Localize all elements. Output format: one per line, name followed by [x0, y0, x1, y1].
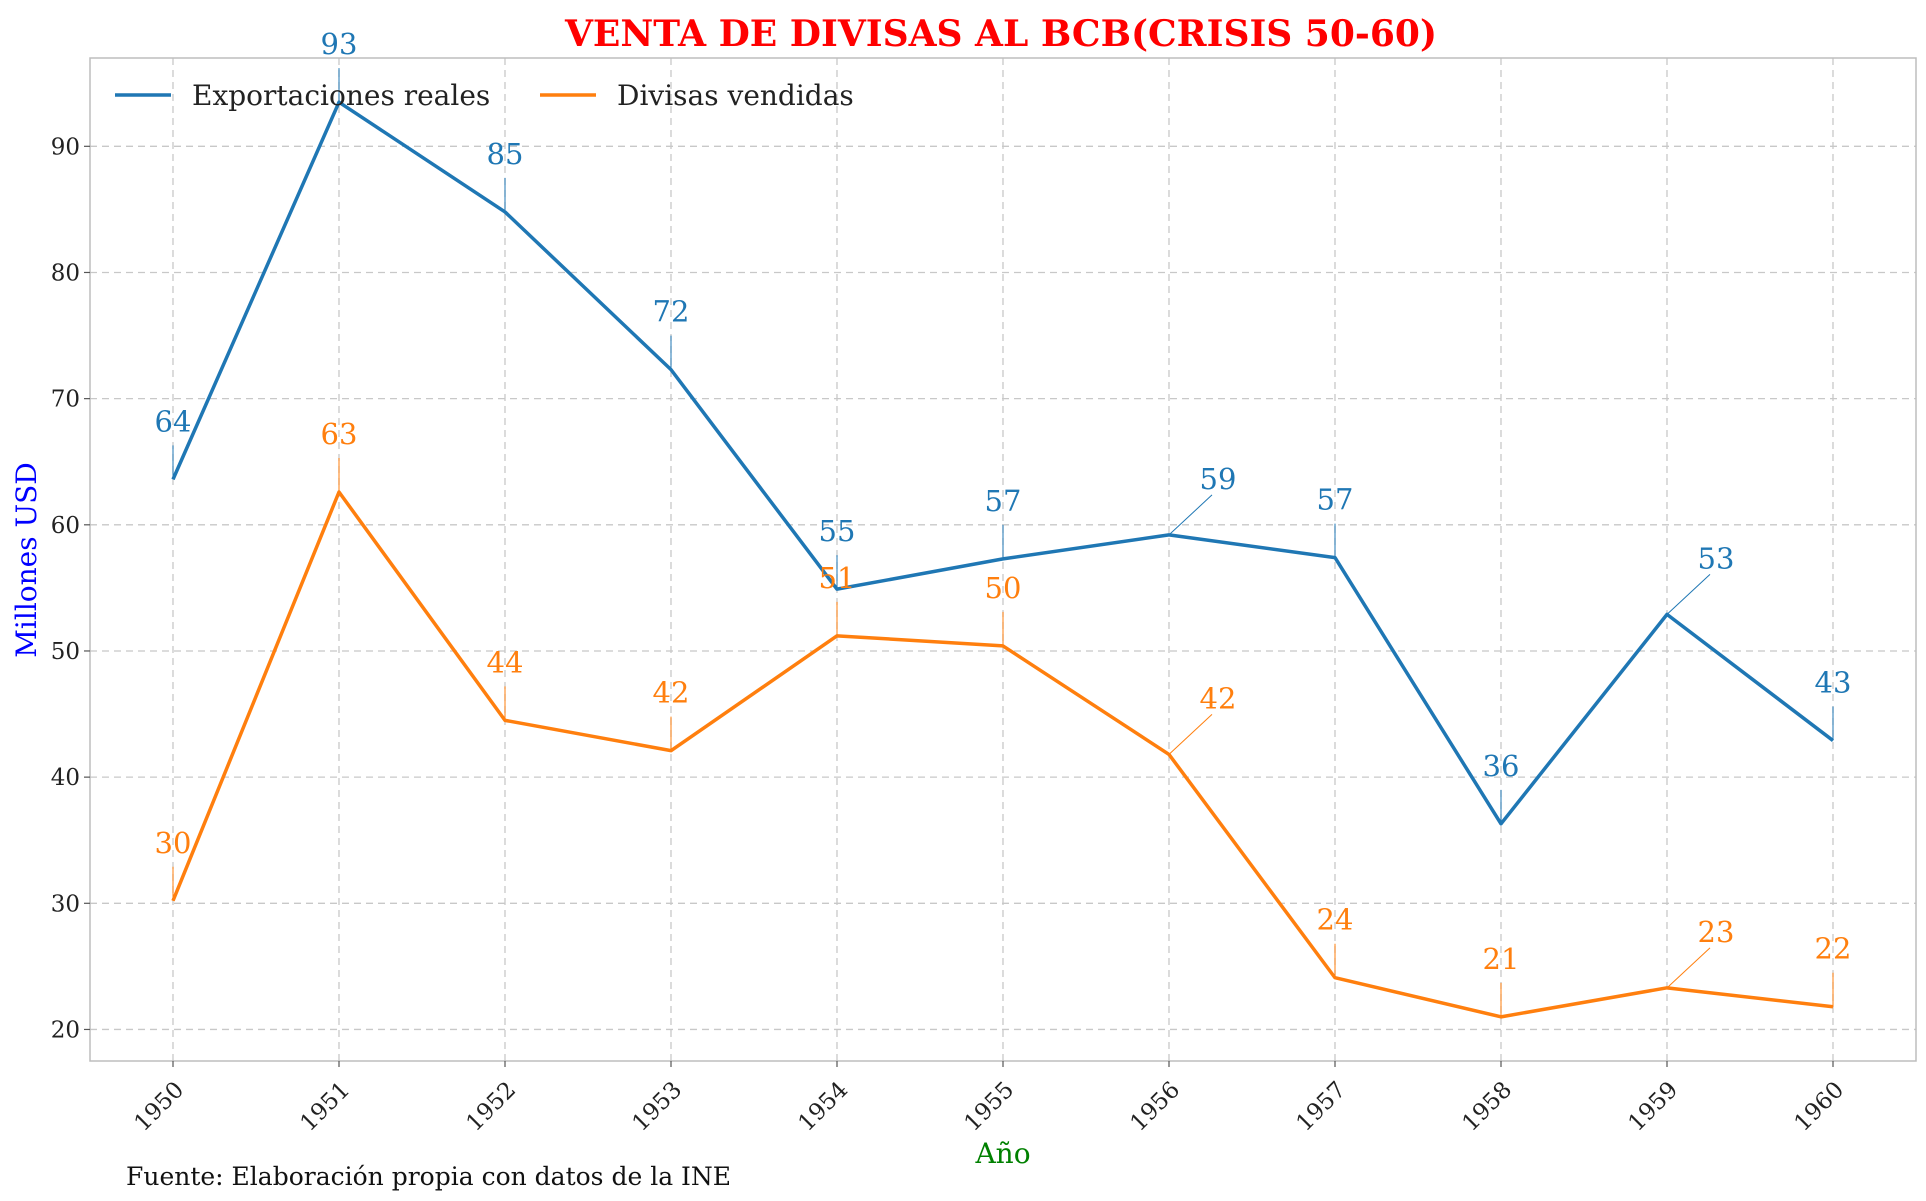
x-tick-label: 1951 [295, 1077, 355, 1137]
x-tick-label: 1953 [627, 1077, 687, 1137]
chart-title: VENTA DE DIVISAS AL BCB(CRISIS 50-60) [564, 13, 1437, 55]
data-label: 21 [1483, 942, 1520, 976]
x-tick-label: 1959 [1623, 1077, 1683, 1137]
data-label-leader [1168, 714, 1213, 755]
data-label: 22 [1815, 932, 1852, 966]
y-tick-label: 90 [51, 134, 80, 160]
data-label: 59 [1200, 462, 1237, 496]
x-axis-label: Año [974, 1137, 1030, 1170]
data-label: 63 [321, 417, 358, 451]
y-tick-label: 40 [51, 765, 80, 791]
data-label: 93 [321, 27, 358, 61]
data-label: 64 [155, 404, 192, 438]
y-tick-label: 50 [51, 639, 80, 665]
data-label-leader [1666, 947, 1711, 989]
y-tick-label: 60 [51, 513, 80, 539]
y-axis-ticks: 20 30 40 50 60 70 80 90 [51, 134, 90, 1043]
data-label: 44 [487, 645, 524, 679]
y-tick-label: 30 [51, 891, 80, 917]
x-tick-label: 1954 [793, 1077, 853, 1137]
series-line-0 [171, 100, 1835, 826]
legend-label: Exportaciones reales [192, 79, 490, 112]
grid [90, 58, 1916, 1061]
x-tick-label: 1958 [1457, 1077, 1517, 1137]
y-tick-label: 70 [51, 387, 80, 413]
data-label: 43 [1815, 666, 1852, 700]
data-label: 42 [1200, 681, 1237, 715]
data-label: 72 [653, 295, 690, 329]
x-tick-label: 1950 [129, 1077, 189, 1137]
x-tick-label: 1955 [959, 1077, 1019, 1137]
legend-label: Divisas vendidas [617, 79, 854, 112]
legend: Exportaciones reales Divisas vendidas [115, 79, 854, 112]
y-tick-label: 20 [51, 1017, 80, 1043]
data-label: 24 [1317, 903, 1354, 937]
x-tick-label: 1952 [461, 1077, 521, 1137]
data-label: 42 [653, 676, 690, 710]
data-label: 51 [819, 561, 856, 595]
data-labels: 64 93 85 72 55 57 59 57 36 53 43 30 63 44 42 51 50 42 24 21… [155, 27, 1852, 1017]
data-label: 23 [1698, 915, 1735, 949]
data-label-leader [1666, 574, 1711, 615]
y-tick-label: 80 [51, 260, 80, 286]
data-label: 57 [1317, 483, 1354, 517]
x-axis-ticks: 1950 1951 1952 1953 1954 1955 1956 1957 1958 1959… [129, 1061, 1849, 1137]
data-label: 30 [155, 826, 192, 860]
data-label: 36 [1483, 749, 1520, 783]
data-label: 50 [985, 571, 1022, 605]
y-axis-label: Millones USD [10, 462, 43, 658]
data-label: 85 [487, 137, 524, 171]
x-tick-label: 1956 [1125, 1077, 1185, 1137]
data-label: 57 [985, 484, 1022, 518]
data-label: 55 [819, 514, 856, 548]
source-note: Fuente: Elaboración propia con datos de … [126, 1162, 731, 1191]
data-label: 53 [1698, 541, 1735, 575]
x-tick-label: 1957 [1291, 1077, 1351, 1137]
x-tick-label: 1960 [1789, 1077, 1849, 1137]
data-label-leader [1168, 494, 1213, 536]
